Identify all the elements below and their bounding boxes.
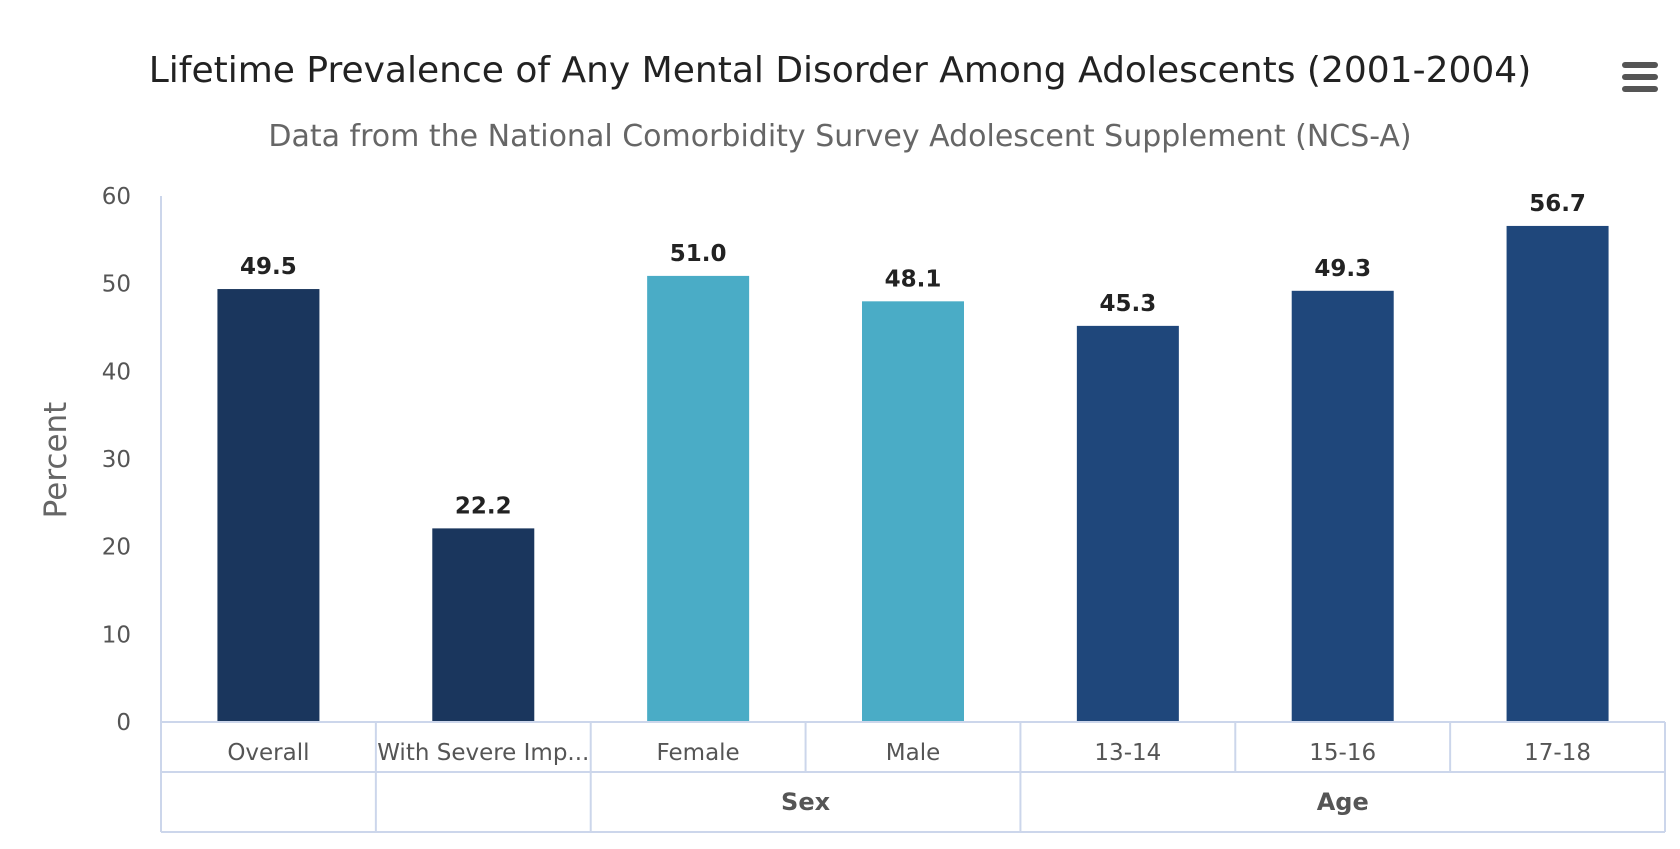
bar[interactable] — [430, 526, 537, 723]
chart-title: Lifetime Prevalence of Any Mental Disord… — [149, 50, 1532, 91]
data-label: 51.0 — [670, 241, 727, 267]
y-tick-label: 0 — [116, 710, 131, 736]
bar[interactable] — [1289, 288, 1396, 723]
bar[interactable] — [1074, 323, 1181, 723]
y-tick-label: 20 — [102, 535, 131, 561]
x-tick-label: Overall — [227, 740, 309, 766]
y-axis-label: Percent — [38, 402, 74, 519]
chart-subtitle: Data from the National Comorbidity Surve… — [268, 119, 1411, 154]
x-tick-label: With Severe Imp... — [377, 740, 589, 766]
data-label: 49.5 — [240, 254, 297, 280]
x-tick-label: Male — [886, 740, 940, 766]
data-label: 22.2 — [455, 493, 512, 519]
x-tick-label: Female — [657, 740, 740, 766]
y-tick-label: 60 — [102, 184, 131, 210]
y-tick-label: 50 — [102, 272, 131, 298]
data-labels: 49.5 22.2 51.0 48.1 45.3 49.3 56.7 — [240, 191, 1586, 519]
bar[interactable] — [1504, 223, 1611, 723]
bar[interactable] — [215, 287, 322, 723]
x-tick-label: 15-16 — [1309, 740, 1376, 766]
data-label: 45.3 — [1099, 291, 1156, 317]
data-label: 56.7 — [1529, 191, 1586, 217]
y-tick-label: 30 — [102, 447, 131, 473]
data-label: 48.1 — [885, 266, 942, 292]
x-tick-label: 17-18 — [1524, 740, 1591, 766]
x-axis: Overall With Severe Imp... Female Male 13-14… — [160, 721, 1666, 833]
bars — [215, 223, 1611, 723]
y-tick-label: 10 — [102, 622, 131, 648]
y-axis: 0 10 20 30 40 50 60 — [102, 184, 162, 736]
bar[interactable] — [645, 273, 752, 723]
x-tick-label: 13-14 — [1094, 740, 1161, 766]
hamburger-menu-icon[interactable] — [1620, 56, 1658, 96]
x-group-label: Sex — [781, 788, 831, 816]
data-label: 49.3 — [1314, 256, 1371, 282]
y-tick-label: 40 — [102, 359, 131, 385]
bar[interactable] — [860, 299, 966, 723]
x-group-label: Age — [1317, 788, 1369, 816]
